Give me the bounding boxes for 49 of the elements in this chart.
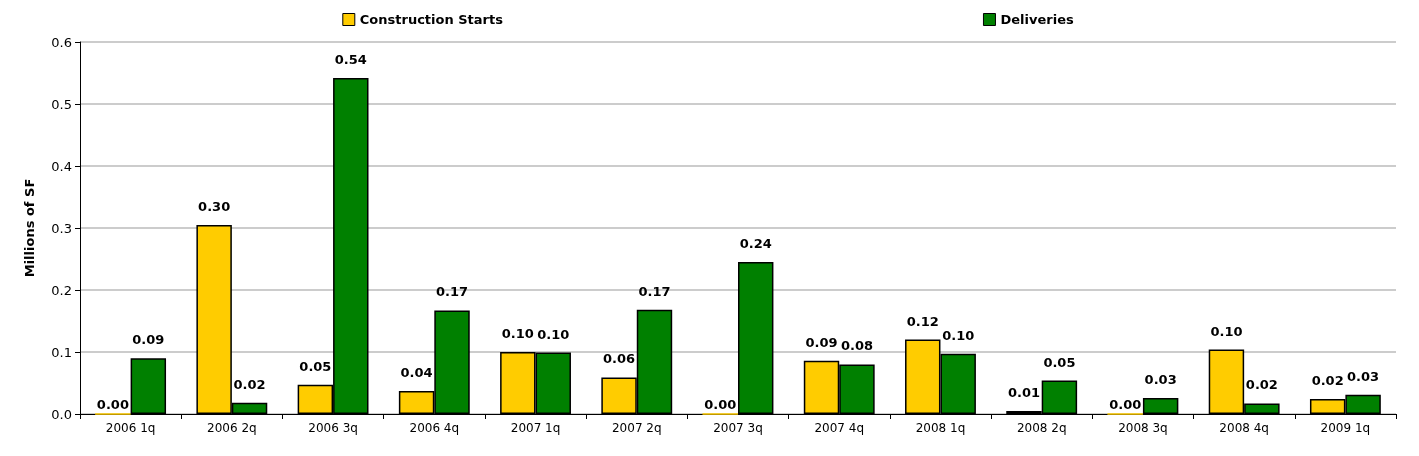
x-tick-label: 2009 1q xyxy=(1320,421,1371,435)
data-label: 0.00 xyxy=(704,396,737,412)
data-label: 0.03 xyxy=(1347,368,1380,384)
x-tick-label: 2007 3q xyxy=(713,421,763,435)
data-label: 0.01 xyxy=(1007,384,1041,400)
x-tick-label: 2007 4q xyxy=(814,421,865,435)
data-label: 0.04 xyxy=(400,365,433,381)
data-label: 0.06 xyxy=(603,351,636,367)
x-tick-label: 2006 2q xyxy=(207,421,257,435)
data-label: 0.10 xyxy=(942,327,975,343)
x-tick-label: 2008 4q xyxy=(1219,421,1269,435)
data-label: 0.05 xyxy=(1043,354,1076,370)
data-label: 0.02 xyxy=(1245,377,1278,393)
data-label: 0.03 xyxy=(1144,371,1177,387)
x-tick-label: 2008 1q xyxy=(915,421,966,435)
data-label: 0.09 xyxy=(805,334,838,350)
data-label: 0.17 xyxy=(435,284,469,300)
data-label: 0.10 xyxy=(1210,323,1243,339)
data-label: 0.10 xyxy=(501,326,534,341)
data-label: 0.05 xyxy=(299,358,332,374)
data-label: 0.08 xyxy=(840,338,873,354)
y-tick-label: 0.0 xyxy=(51,406,72,422)
x-tick-label: 2007 1q xyxy=(510,421,561,435)
legend-label: Deliveries xyxy=(1000,12,1074,27)
legend-label: Construction Starts xyxy=(359,12,504,27)
x-tick-label: 2006 3q xyxy=(308,421,358,435)
y-tick-label: 0.3 xyxy=(51,220,72,236)
x-tick-label: 2008 2q xyxy=(1016,421,1067,435)
data-label: 0.30 xyxy=(198,198,231,214)
y-tick-label: 0.1 xyxy=(51,344,72,360)
data-label: 0.17 xyxy=(638,283,671,299)
y-tick-label: 0.6 xyxy=(51,34,72,50)
x-tick-label: 2006 4q xyxy=(409,421,460,435)
data-label: 0.54 xyxy=(334,51,367,67)
y-tick-label: 0.4 xyxy=(51,158,72,174)
data-label: 0.00 xyxy=(96,396,129,412)
y-tick-label: 0.2 xyxy=(51,282,72,298)
data-label: 0.09 xyxy=(132,332,165,348)
data-label: 0.00 xyxy=(1109,396,1142,412)
x-tick-label: 2007 2q xyxy=(611,421,662,435)
data-label: 0.02 xyxy=(233,376,266,392)
data-label: 0.10 xyxy=(537,326,570,342)
data-label: 0.02 xyxy=(1311,373,1344,389)
y-tick-label: 0.5 xyxy=(51,96,72,112)
data-label: 0.24 xyxy=(739,236,772,252)
data-label: 0.12 xyxy=(906,313,939,329)
y-axis-title: Millions of SF xyxy=(22,178,37,278)
x-tick-label: 2008 3q xyxy=(1118,421,1168,435)
x-tick-label: 2006 1q xyxy=(105,421,156,435)
